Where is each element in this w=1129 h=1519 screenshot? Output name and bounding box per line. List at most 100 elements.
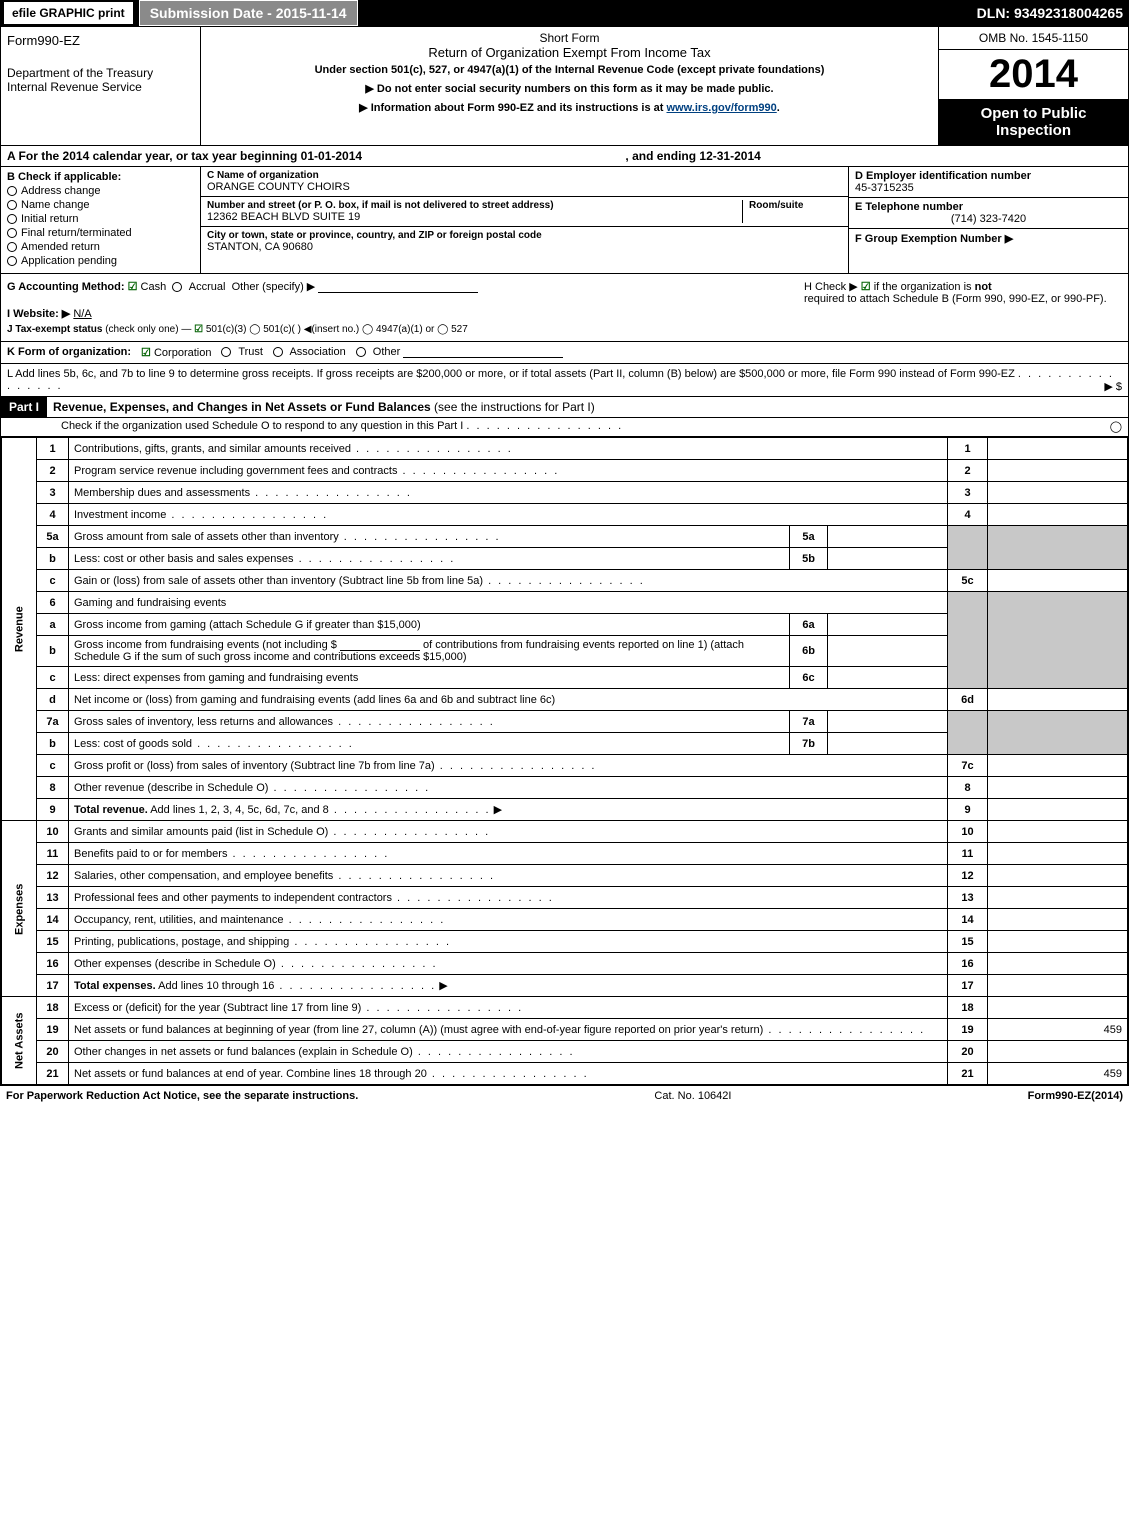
numlab-10: 10 <box>948 821 988 843</box>
lno-6: 6 <box>37 592 69 614</box>
revenue-section-label: Revenue <box>2 438 37 821</box>
lno-19: 19 <box>37 1019 69 1041</box>
l6-desc: Gaming and fundraising events <box>69 592 948 614</box>
city-value: STANTON, CA 90680 <box>207 241 842 253</box>
l5a-desc: Gross amount from sale of assets other t… <box>74 531 501 543</box>
numlab-16: 16 <box>948 953 988 975</box>
k-trust-radio[interactable] <box>221 347 231 357</box>
l6b-blank[interactable] <box>340 639 420 651</box>
lines-table: Revenue 1 Contributions, gifts, grants, … <box>1 437 1128 1085</box>
form-number: Form990-EZ <box>7 33 194 48</box>
g-accrual: Accrual <box>189 281 226 293</box>
form-header-box: Form990-EZ Department of the Treasury In… <box>1 27 1128 146</box>
line-21: 21 Net assets or fund balances at end of… <box>2 1063 1128 1085</box>
other-specify-input[interactable] <box>318 281 478 293</box>
l12-desc: Salaries, other compensation, and employ… <box>74 870 495 882</box>
lno-4: 4 <box>37 504 69 526</box>
mval-7a <box>828 711 948 733</box>
chk-address-change[interactable]: Address change <box>7 185 194 197</box>
val-1 <box>988 438 1128 460</box>
numlab-18: 18 <box>948 997 988 1019</box>
addr-label: Number and street (or P. O. box, if mail… <box>207 200 742 211</box>
addr-block: Number and street (or P. O. box, if mail… <box>201 197 848 227</box>
mlab-5a: 5a <box>790 526 828 548</box>
instructions-link[interactable]: www.irs.gov/form990 <box>667 102 777 114</box>
j-opts: 501(c)(3) ◯ 501(c)( ) ◀(insert no.) ◯ 49… <box>206 324 468 335</box>
rowA-end: 12-31-2014 <box>699 149 760 163</box>
numlab-11: 11 <box>948 843 988 865</box>
l9-bold: Total revenue. <box>74 804 148 816</box>
val-12 <box>988 865 1128 887</box>
lno-15: 15 <box>37 931 69 953</box>
form-right-block: OMB No. 1545-1150 2014 Open to Public In… <box>938 27 1128 145</box>
line-3: 3 Membership dues and assessments 3 <box>2 482 1128 504</box>
lno-21: 21 <box>37 1063 69 1085</box>
numlab-3: 3 <box>948 482 988 504</box>
cash-check-icon: ☑ <box>128 281 138 293</box>
tax-year: 2014 <box>939 50 1128 99</box>
k-corp: Corporation <box>154 347 211 359</box>
expenses-section-label: Expenses <box>2 821 37 997</box>
g-side: G Accounting Method: ☑ Cash Accrual Othe… <box>1 274 798 341</box>
org-name-block: C Name of organization ORANGE COUNTY CHO… <box>201 167 848 197</box>
l16-desc: Other expenses (describe in Schedule O) <box>74 958 438 970</box>
l11-desc: Benefits paid to or for members <box>74 848 389 860</box>
k-other-radio[interactable] <box>356 347 366 357</box>
row-k: K Form of organization: ☑ Corporation Tr… <box>1 342 1128 364</box>
lno-7b: b <box>37 733 69 755</box>
lno-10: 10 <box>37 821 69 843</box>
k-assoc-radio[interactable] <box>273 347 283 357</box>
shade-7v <box>988 711 1128 755</box>
k-other-input[interactable] <box>403 346 563 358</box>
form-outer: Form990-EZ Department of the Treasury In… <box>0 26 1129 1086</box>
val-13 <box>988 887 1128 909</box>
line-18: Net Assets 18 Excess or (deficit) for th… <box>2 997 1128 1019</box>
row-g-h: G Accounting Method: ☑ Cash Accrual Othe… <box>1 274 1128 342</box>
mlab-6c: 6c <box>790 667 828 689</box>
chk-initial-return[interactable]: Initial return <box>7 213 194 225</box>
chk-final-return[interactable]: Final return/terminated <box>7 227 194 239</box>
rowA-mid: , and ending <box>625 149 699 163</box>
line-5a: 5a Gross amount from sale of assets othe… <box>2 526 1128 548</box>
subnote-box[interactable]: ◯ <box>1110 420 1122 433</box>
l7a-desc: Gross sales of inventory, less returns a… <box>74 716 495 728</box>
chk-amended-return[interactable]: Amended return <box>7 241 194 253</box>
mval-5b <box>828 548 948 570</box>
l10-desc: Grants and similar amounts paid (list in… <box>74 826 490 838</box>
val-11 <box>988 843 1128 865</box>
l15-desc: Printing, publications, postage, and shi… <box>74 936 451 948</box>
l17-rest: Add lines 10 through 16 <box>156 980 436 992</box>
footer-mid: Cat. No. 10642I <box>654 1090 731 1102</box>
accrual-radio[interactable] <box>172 282 182 292</box>
lno-1: 1 <box>37 438 69 460</box>
mval-7b <box>828 733 948 755</box>
lno-11: 11 <box>37 843 69 865</box>
line-5c: c Gain or (loss) from sale of assets oth… <box>2 570 1128 592</box>
part1-subnote: Check if the organization used Schedule … <box>1 418 1128 437</box>
section-b-c-d: B Check if applicable: Address change Na… <box>1 167 1128 274</box>
l7b-desc: Less: cost of goods sold <box>74 738 354 750</box>
line-14: 14 Occupancy, rent, utilities, and maint… <box>2 909 1128 931</box>
numlab-21: 21 <box>948 1063 988 1085</box>
phone-block: E Telephone number (714) 323-7420 <box>849 198 1128 229</box>
val-15 <box>988 931 1128 953</box>
b-label: B Check if applicable: <box>7 171 194 183</box>
l9-rest: Add lines 1, 2, 3, 4, 5c, 6d, 7c, and 8 <box>148 804 491 816</box>
l18-desc: Excess or (deficit) for the year (Subtra… <box>74 1002 523 1014</box>
mval-6a <box>828 614 948 636</box>
l17-bold: Total expenses. <box>74 980 156 992</box>
j-note: (check only one) — <box>105 324 191 335</box>
subnote-dots <box>466 420 623 432</box>
print-button[interactable]: efile GRAPHIC print <box>4 2 133 24</box>
chk-name-change[interactable]: Name change <box>7 199 194 211</box>
lno-13: 13 <box>37 887 69 909</box>
val-9 <box>988 799 1128 821</box>
lno-5a: 5a <box>37 526 69 548</box>
val-18 <box>988 997 1128 1019</box>
lno-8: 8 <box>37 777 69 799</box>
l6a-desc: Gross income from gaming (attach Schedul… <box>69 614 790 636</box>
chk-application-pending[interactable]: Application pending <box>7 255 194 267</box>
l6d-desc: Net income or (loss) from gaming and fun… <box>69 689 948 711</box>
part1-title-note: (see the instructions for Part I) <box>434 400 595 414</box>
phone-label: E Telephone number <box>855 201 1122 213</box>
